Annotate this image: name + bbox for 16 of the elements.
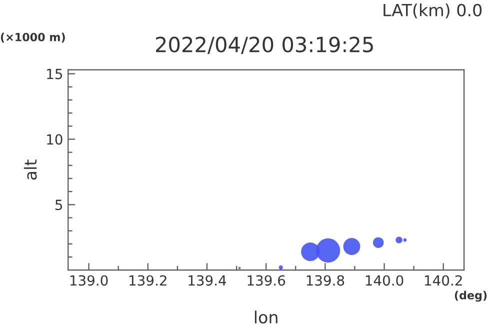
x-tick-label: 139.4 [188, 275, 226, 286]
x-tick-label: 139.6 [248, 275, 286, 286]
chart-subtitle: LAT(km) 0.0 [384, 4, 482, 18]
x-tick-label: 139.0 [70, 275, 108, 286]
x-tick-label: 139.8 [306, 275, 344, 286]
text: (×1000 m) [0, 32, 65, 43]
y-tick-label: 15 [47, 68, 62, 80]
x-axis-title: lon [254, 310, 278, 324]
y-axis-title: alt [24, 160, 37, 180]
text: (deg) [454, 290, 487, 302]
x-tick-label: 140.0 [366, 275, 404, 286]
x-tick-label: 139.2 [130, 275, 166, 286]
y-tick-label: 10 [47, 134, 62, 145]
chart-title: 2022/04/20 03:19:25 [156, 36, 373, 54]
y-tick-label: 5 [55, 200, 62, 210]
x-tick-label: 140.2 [424, 275, 462, 286]
